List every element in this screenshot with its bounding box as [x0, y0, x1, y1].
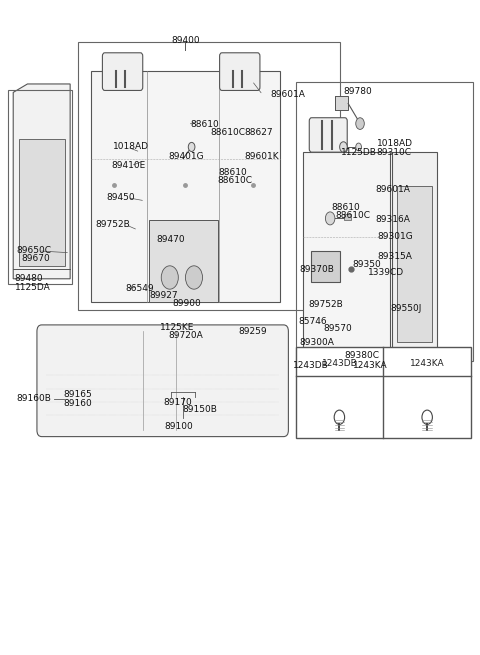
Text: 89160B: 89160B — [16, 394, 51, 403]
Text: 1125DA: 1125DA — [14, 283, 50, 291]
Text: 89601K: 89601K — [245, 151, 279, 160]
Text: 1243DB: 1243DB — [322, 359, 357, 367]
Circle shape — [356, 118, 364, 130]
Text: 89550J: 89550J — [391, 303, 422, 312]
Text: 89470: 89470 — [156, 235, 185, 244]
Text: 1018AD: 1018AD — [377, 139, 413, 147]
Text: 89480: 89480 — [14, 274, 43, 284]
Bar — [344, 214, 351, 220]
Text: 88610C: 88610C — [335, 212, 370, 220]
Bar — [296, 82, 473, 362]
Bar — [19, 139, 65, 266]
Circle shape — [422, 410, 432, 424]
Text: 1125KE: 1125KE — [160, 323, 195, 332]
Text: 89301G: 89301G — [378, 232, 413, 241]
Bar — [396, 186, 432, 342]
Text: 89150B: 89150B — [182, 405, 217, 415]
Text: 89927: 89927 — [149, 291, 178, 300]
Bar — [149, 220, 218, 301]
Text: 1125DB: 1125DB — [341, 147, 376, 157]
Polygon shape — [13, 84, 70, 279]
Text: 89650C: 89650C — [16, 246, 51, 255]
Text: 89670: 89670 — [22, 254, 50, 263]
Circle shape — [185, 266, 203, 290]
Text: 86549: 86549 — [125, 284, 154, 293]
Text: 1243KA: 1243KA — [410, 359, 444, 367]
FancyBboxPatch shape — [102, 53, 143, 90]
Bar — [9, 90, 72, 284]
Text: 89410E: 89410E — [111, 161, 145, 170]
Text: 1018AD: 1018AD — [113, 142, 149, 151]
Text: 88610: 88610 — [190, 121, 219, 130]
Text: 88610: 88610 — [219, 168, 247, 177]
Text: 89370B: 89370B — [300, 265, 335, 274]
Bar — [335, 96, 348, 110]
Text: 1243DB: 1243DB — [293, 361, 329, 369]
Text: 89300A: 89300A — [300, 338, 334, 347]
Text: 89780: 89780 — [343, 86, 372, 96]
Circle shape — [188, 142, 195, 151]
Bar — [302, 152, 390, 354]
Text: 89170: 89170 — [163, 398, 192, 407]
Bar — [78, 42, 340, 310]
Text: 89316A: 89316A — [375, 215, 410, 223]
FancyBboxPatch shape — [219, 53, 260, 90]
Circle shape — [340, 141, 347, 152]
Text: 89401G: 89401G — [168, 151, 204, 160]
Text: 1243KA: 1243KA — [353, 361, 388, 369]
Text: 89310C: 89310C — [377, 147, 412, 157]
Text: 89752B: 89752B — [96, 220, 131, 229]
Circle shape — [161, 266, 179, 290]
Circle shape — [334, 410, 345, 424]
Text: 89450: 89450 — [106, 193, 135, 202]
Text: 89380C: 89380C — [344, 351, 379, 360]
Text: 89165: 89165 — [63, 390, 92, 399]
Text: 89601A: 89601A — [271, 90, 306, 100]
FancyBboxPatch shape — [309, 118, 347, 152]
Text: 89601A: 89601A — [375, 185, 410, 194]
Text: 88610C: 88610C — [217, 176, 252, 185]
Text: 89570: 89570 — [323, 324, 352, 333]
Text: 89350: 89350 — [352, 260, 381, 269]
Text: 1339CD: 1339CD — [368, 269, 404, 278]
Bar — [392, 152, 437, 354]
Text: 85746: 85746 — [298, 317, 326, 326]
Text: 89752B: 89752B — [309, 299, 344, 309]
Bar — [91, 71, 280, 301]
Text: 89720A: 89720A — [168, 331, 203, 341]
Text: 88610: 88610 — [332, 203, 360, 212]
Bar — [311, 251, 340, 282]
Text: 89315A: 89315A — [378, 252, 412, 261]
Bar — [296, 347, 471, 438]
Text: 89400: 89400 — [171, 36, 200, 45]
Text: 89100: 89100 — [164, 422, 193, 431]
FancyBboxPatch shape — [37, 325, 288, 437]
Text: 88610C: 88610C — [210, 128, 245, 137]
Circle shape — [356, 143, 361, 151]
Text: 89160: 89160 — [63, 399, 92, 408]
Circle shape — [325, 212, 335, 225]
Text: 89259: 89259 — [239, 327, 267, 336]
Text: 89900: 89900 — [173, 299, 202, 308]
Text: 88627: 88627 — [245, 128, 274, 137]
